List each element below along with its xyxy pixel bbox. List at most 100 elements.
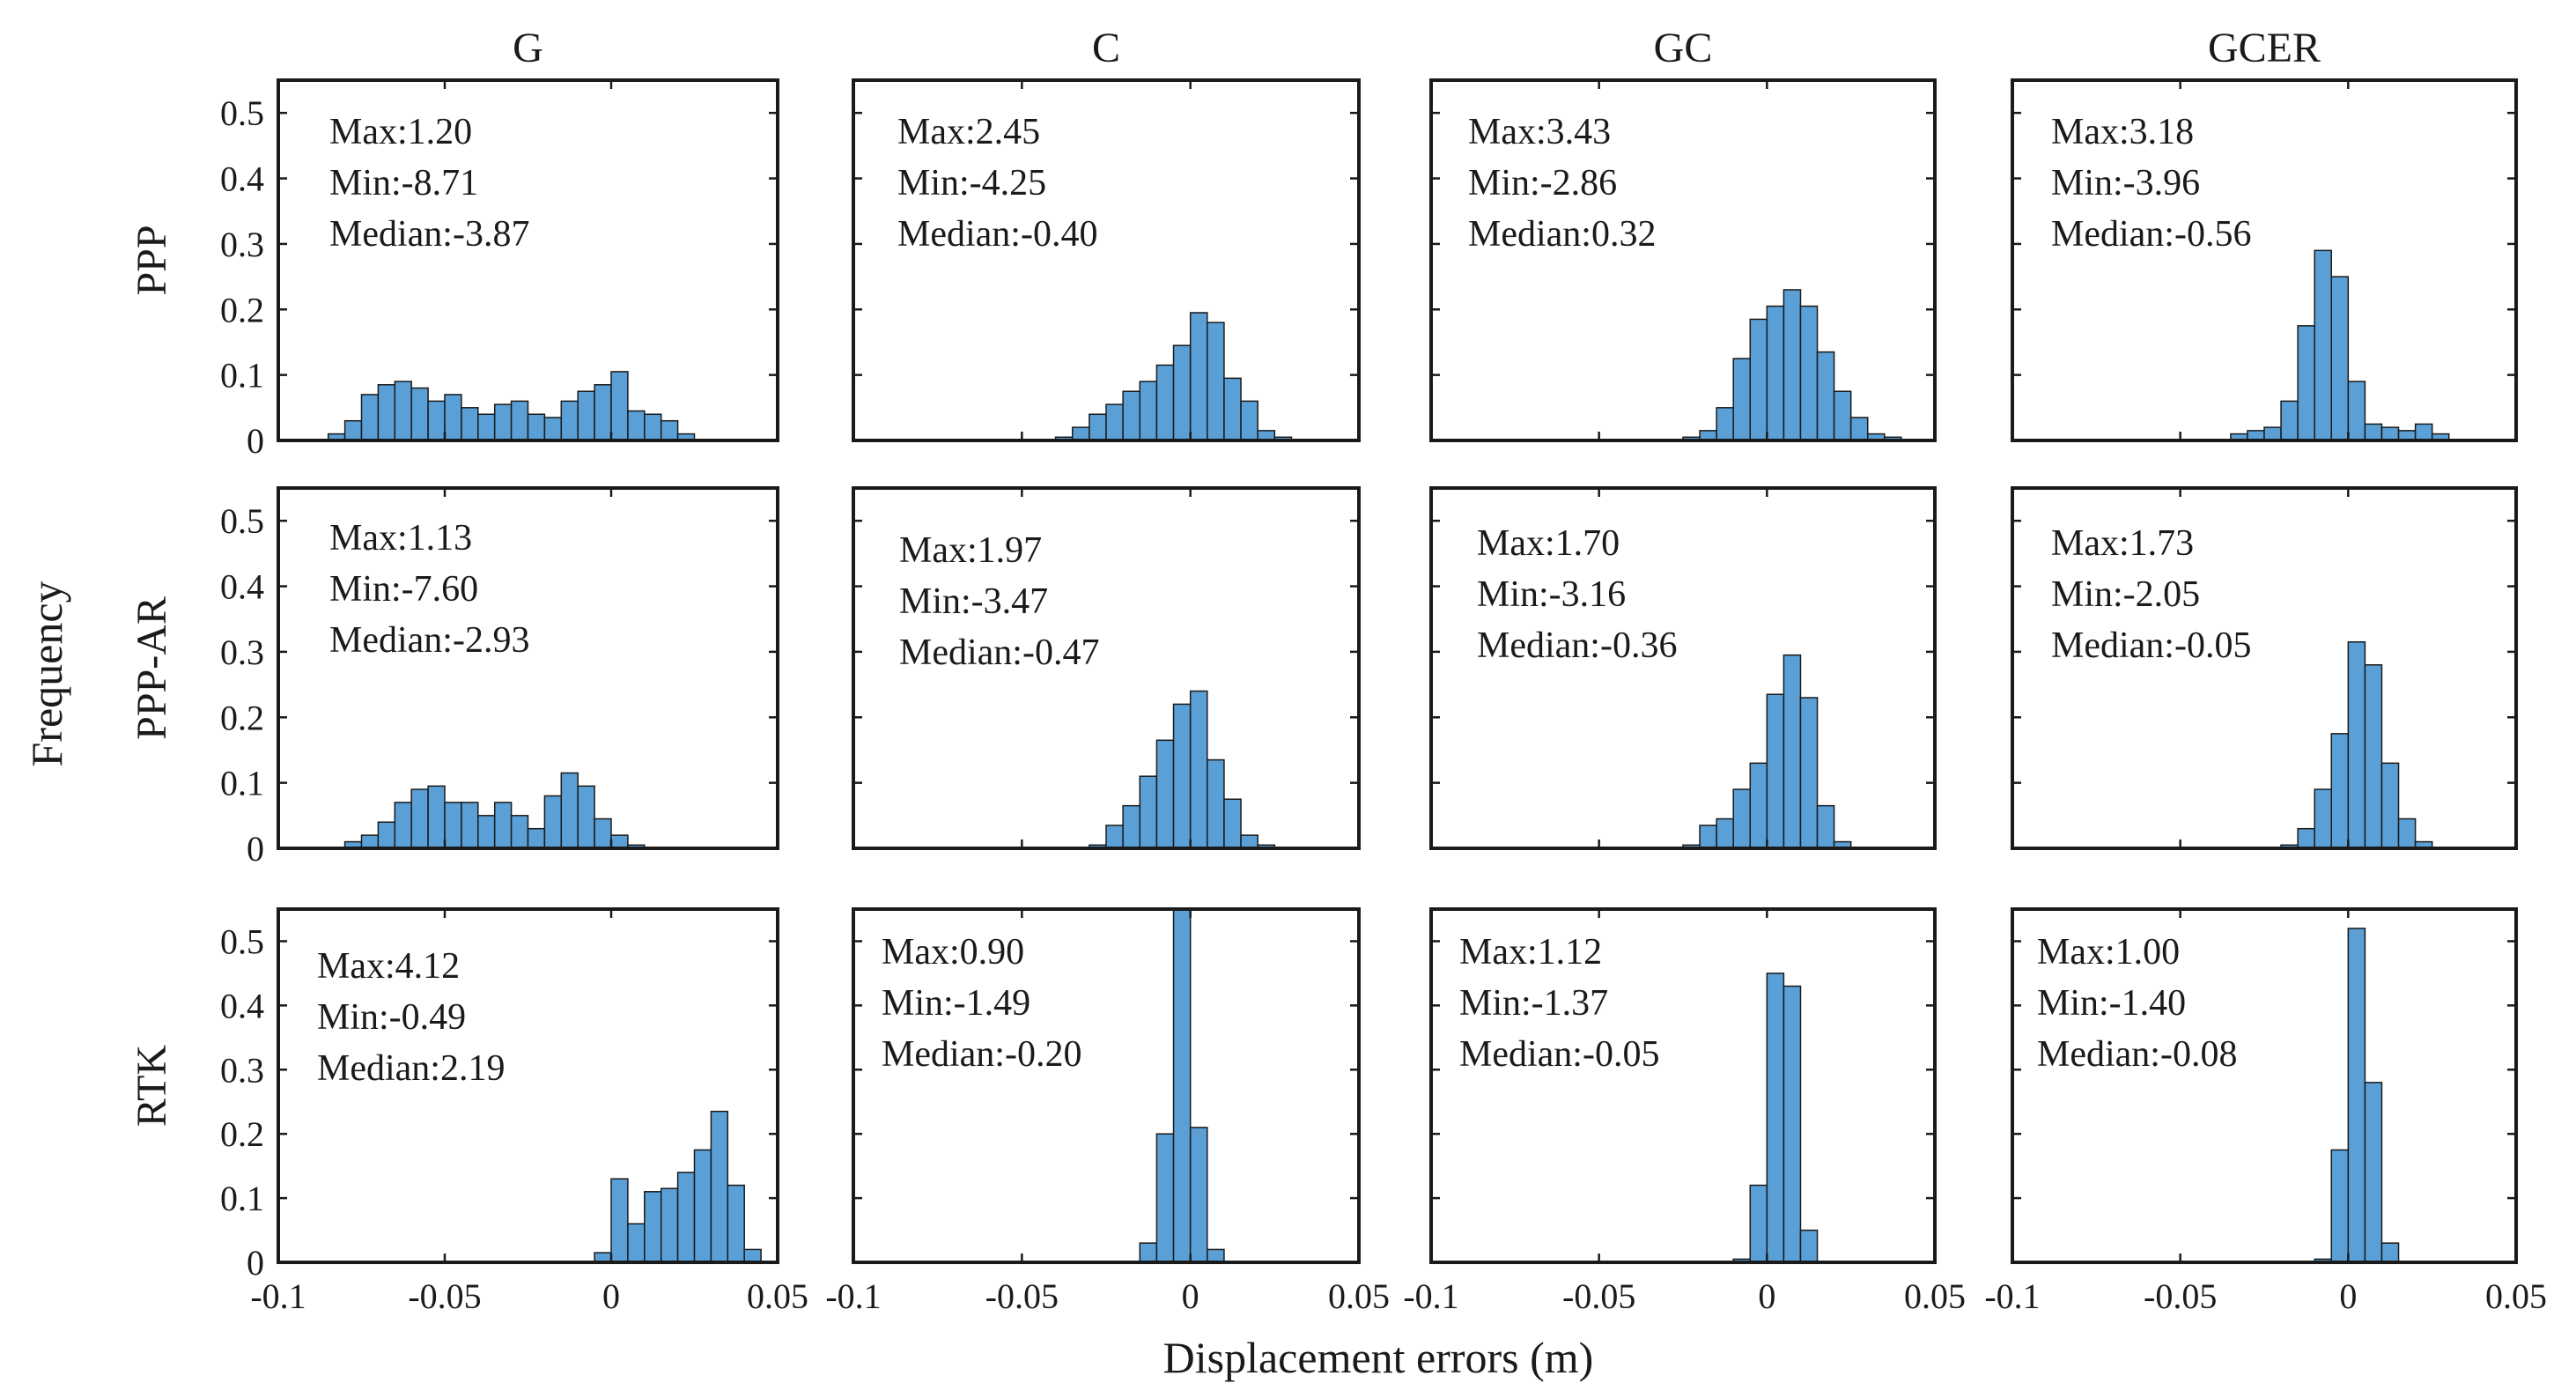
histogram-bar [610, 371, 629, 441]
histogram-bar [1071, 426, 1090, 441]
column-title-gc: GC [1654, 25, 1713, 71]
histogram-bar [360, 834, 380, 849]
panel-frame [277, 486, 779, 850]
histogram-bar [1783, 654, 1802, 849]
histogram-bar [1089, 413, 1107, 441]
histogram-bar [1207, 322, 1225, 441]
row-label-rtk: RTK [129, 1045, 175, 1127]
y-tick-label: 0.3 [220, 225, 264, 264]
stat-median-label: Median:-0.05 [1459, 1034, 1659, 1075]
histogram-bar [377, 384, 396, 441]
histogram-bar [1749, 1184, 1768, 1263]
histogram-bar [1816, 804, 1835, 849]
column-title-c: C [1092, 25, 1120, 71]
y-tick-label: 0.4 [220, 567, 264, 607]
histogram-bar [1749, 762, 1768, 849]
histogram-bar [394, 381, 412, 441]
y-tick-label: 0.4 [220, 159, 264, 199]
histogram-bar [2414, 423, 2433, 441]
y-tick-label: 0.5 [220, 921, 264, 961]
panel-ppp-ar-g: 0 0.1 0.2 0.3 0.4 0.5 Max:1.13 Min:-7.60 Median:… [220, 486, 779, 869]
stat-max-label: Max:1.12 [1459, 932, 1602, 973]
y-tick-label: 0.5 [220, 93, 264, 133]
stat-min-label: Min:-1.37 [1459, 983, 1608, 1024]
stat-median-label: Median:-0.40 [897, 214, 1097, 255]
panel-ppp-gcer: Max:3.18 Min:-3.96 Median:-0.56 [2011, 78, 2518, 442]
histogram-bar [560, 772, 579, 849]
x-tick-label: -0.1 [1984, 1276, 2040, 1316]
x-tick-label: 0.05 [1904, 1276, 1966, 1316]
histogram-bar [610, 834, 629, 849]
x-tick-label: -0.05 [1562, 1276, 1635, 1316]
stat-min-label: Min:-7.60 [329, 569, 478, 610]
histogram-bar [1105, 403, 1124, 441]
stat-min-label: Min:-3.47 [899, 581, 1048, 622]
histogram-bar [2330, 733, 2350, 849]
histogram-bar [510, 815, 529, 849]
histogram-bar [527, 827, 546, 849]
histogram-bar [1799, 305, 1819, 441]
histogram-bar [1139, 1242, 1158, 1263]
panel-ppp-c: Max:2.45 Min:-4.25 Median:-0.40 [852, 78, 1361, 442]
histogram-bar [1716, 407, 1734, 441]
histogram-bar [627, 1223, 646, 1263]
stat-max-label: Max:2.45 [897, 112, 1040, 152]
histogram-bar [2380, 762, 2400, 849]
histogram-bar [527, 413, 546, 441]
histogram-bar [577, 390, 595, 441]
histogram-bar [2380, 1242, 2400, 1263]
y-tick-label: 0.1 [220, 1179, 264, 1218]
histogram-bar [610, 1178, 629, 1263]
histogram-bar [427, 400, 446, 441]
panel-ppp-ar-c: Max:1.97 Min:-3.47 Median:-0.47 [852, 486, 1361, 850]
panel-frame [277, 78, 779, 442]
y-tick-label: 0 [247, 421, 264, 461]
histogram-bar [1207, 758, 1225, 849]
histogram-bar [1240, 400, 1258, 441]
histogram-bar [2364, 423, 2383, 441]
stat-max-label: Max:1.73 [2051, 523, 2194, 564]
stat-median-label: Median:-3.87 [329, 214, 529, 255]
histogram-bar [427, 785, 446, 849]
histogram-bar [1189, 1127, 1208, 1263]
histogram-bar [2397, 817, 2417, 849]
x-tick-label: 0 [1758, 1276, 1775, 1316]
stat-min-label: Min:-1.40 [2037, 983, 2186, 1024]
column-titles: G C GC GCER [513, 25, 2321, 71]
stat-min-label: Min:-4.25 [897, 163, 1046, 203]
stat-max-label: Max:1.70 [1477, 523, 1620, 564]
histogram-bar [510, 400, 529, 441]
histogram-bar [1172, 344, 1192, 441]
histogram-bar [2314, 249, 2333, 441]
y-axis-title: Frequency [22, 581, 71, 766]
histogram-bar [2330, 276, 2350, 441]
panel-ppp-g: 0 0.1 0.2 0.3 0.4 0.5 Max:1.20 Min:-8.71 Median:… [220, 78, 779, 461]
panel-frame [1429, 907, 1937, 1264]
stat-min-label: Min:-3.96 [2051, 163, 2200, 203]
panel-frame [852, 486, 1361, 850]
histogram-bar [343, 419, 363, 441]
histogram-bar [2297, 325, 2315, 441]
histogram-bar [410, 387, 429, 441]
histogram-bar [1766, 973, 1785, 1263]
histogram-bar [1783, 289, 1802, 441]
x-tick-label: 0 [602, 1276, 620, 1316]
x-tick-label: -0.1 [1403, 1276, 1458, 1316]
stat-min-label: Min:-2.86 [1468, 163, 1617, 203]
panel-frame [2011, 486, 2518, 850]
histogram-bar [477, 413, 496, 441]
stat-median-label: Median:-0.47 [899, 632, 1099, 673]
y-tick-label: 0.2 [220, 698, 264, 737]
row-label-ppp: PPP [129, 225, 175, 295]
histogram-bar [1122, 804, 1141, 849]
histogram-bar [693, 1149, 712, 1263]
histogram-bar [1783, 985, 1802, 1263]
histogram-bar [627, 410, 646, 441]
panel-ppp-ar-gcer: Max:1.73 Min:-2.05 Median:-0.05 [2011, 486, 2518, 850]
panel-frame [277, 907, 779, 1264]
histogram-bar [1799, 697, 1819, 849]
stat-min-label: Min:-0.49 [317, 997, 466, 1038]
y-tick-label: 0.4 [220, 986, 264, 1025]
panel-frame [1429, 78, 1937, 442]
